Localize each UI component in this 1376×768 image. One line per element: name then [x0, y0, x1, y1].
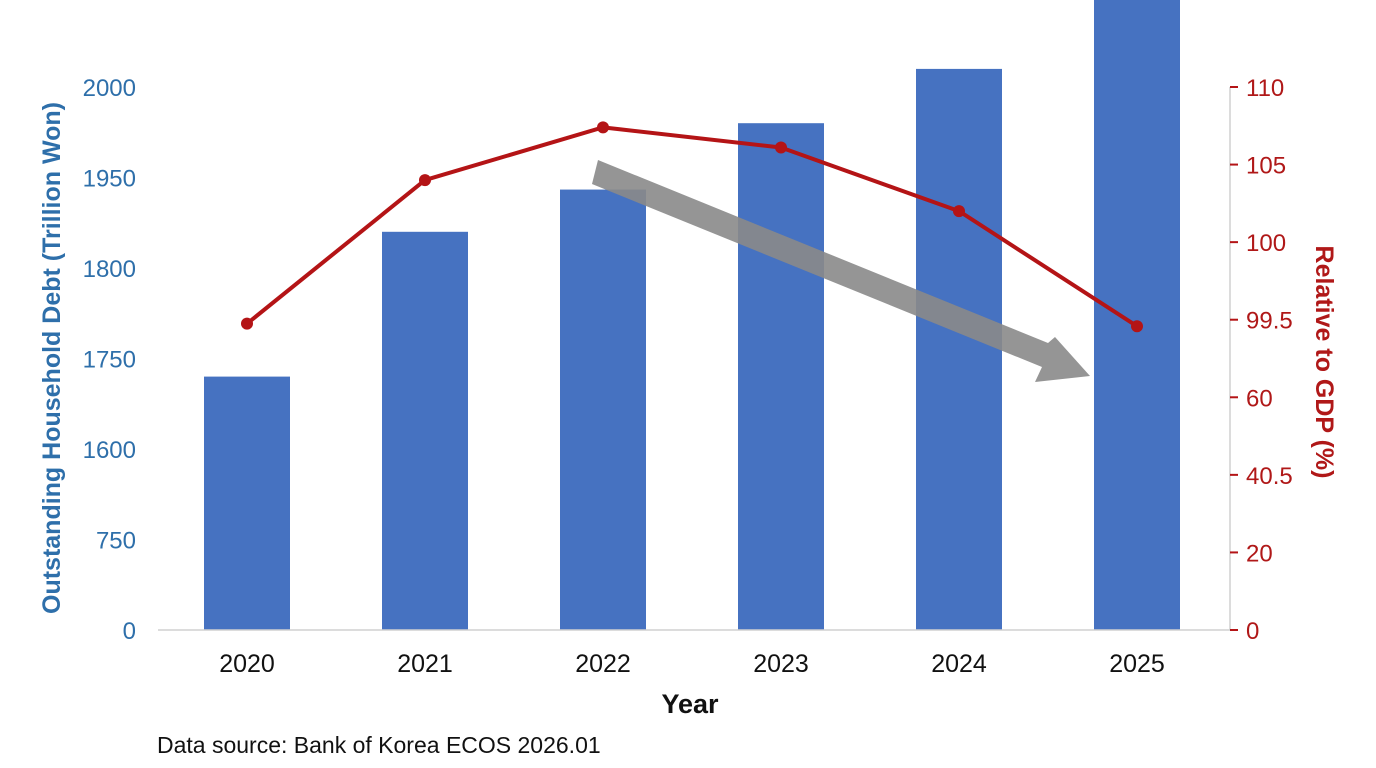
x-tick-label: 2020 [219, 650, 275, 678]
right-tick-label: 0 [1246, 618, 1259, 645]
left-tick-label: 0 [123, 618, 136, 645]
line-point-2025 [1131, 320, 1143, 333]
x-tick-label: 2021 [397, 650, 453, 678]
bar-2022 [560, 189, 646, 631]
x-axis-title: Year [661, 689, 719, 719]
bar-2020 [204, 376, 290, 630]
x-tick-label: 2024 [931, 650, 987, 678]
trend-arrow-icon [592, 160, 1090, 382]
bar-2024 [916, 68, 1002, 630]
gdp-ratio-line-series [241, 121, 1143, 333]
right-axis-title: Relative to GDP (%) [1310, 246, 1338, 479]
left-axis-title: Outstanding Household Debt (Trillion Won… [38, 102, 66, 614]
left-tick-label: 750 [96, 528, 136, 555]
right-tick-label: 110 [1246, 75, 1284, 102]
x-tick-label: 2025 [1109, 650, 1165, 678]
right-axis-ticks: 0 20 40.5 60 99.5 100 105 110 [1230, 75, 1293, 645]
right-tick-label: 99.5 [1246, 308, 1293, 335]
data-source-note: Data source: Bank of Korea ECOS 2026.01 [157, 732, 601, 758]
x-axis-ticks: 2020 2021 2022 2023 2024 2025 [219, 650, 1165, 678]
right-tick-label: 105 [1246, 153, 1286, 180]
left-tick-label: 1950 [83, 166, 136, 193]
right-tick-label: 100 [1246, 230, 1286, 257]
right-tick-label: 40.5 [1246, 463, 1293, 490]
left-tick-label: 1750 [83, 347, 136, 374]
left-tick-label: 1800 [83, 256, 136, 283]
line-point-2024 [953, 205, 965, 218]
right-tick-label: 60 [1246, 385, 1273, 412]
bar-2023 [738, 123, 824, 630]
bar-2025 [1094, 0, 1180, 630]
line-point-2020 [241, 317, 253, 330]
left-tick-label: 2000 [83, 75, 136, 102]
left-tick-label: 1600 [83, 437, 136, 464]
bar-series [204, 0, 1180, 631]
right-tick-label: 20 [1246, 540, 1273, 567]
x-tick-label: 2022 [575, 650, 631, 678]
bar-2021 [382, 231, 468, 631]
line-point-2021 [419, 174, 431, 187]
line-point-2023 [775, 141, 787, 154]
line-point-2022 [597, 121, 609, 134]
x-tick-label: 2023 [753, 650, 809, 678]
left-axis-ticks: 0 750 1600 1750 1800 1950 2000 [83, 75, 136, 645]
gdp-ratio-line [245, 125, 1139, 328]
